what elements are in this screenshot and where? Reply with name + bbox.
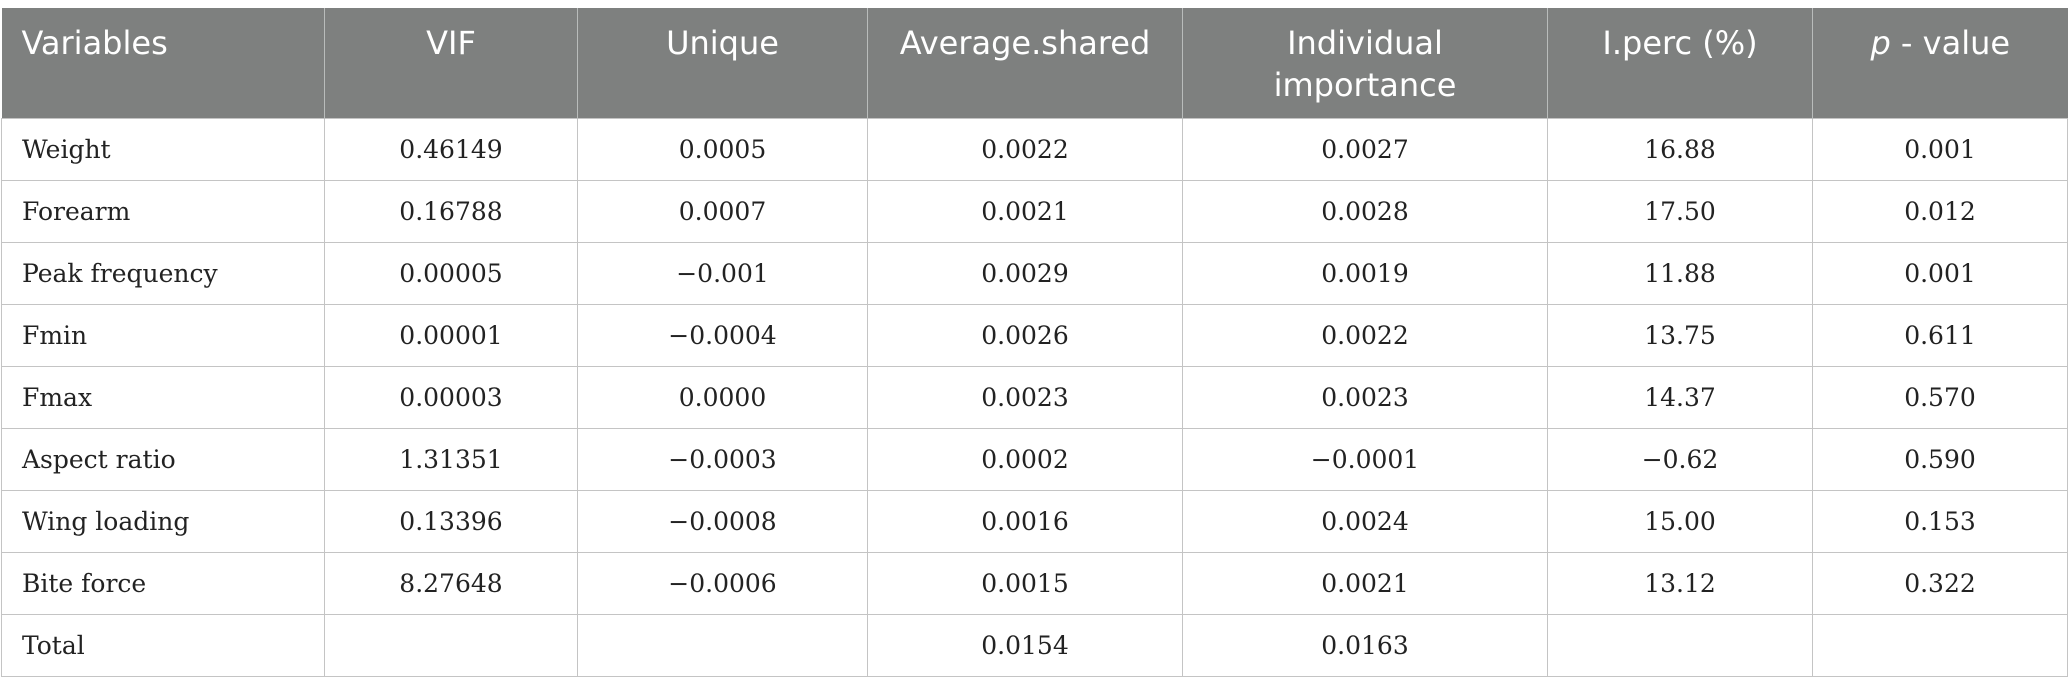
cell-vif: 0.00001	[324, 303, 578, 367]
cell-vif: 0.46149	[324, 117, 578, 181]
table-row-wing-loading: Wing loading 0.13396 −0.0008 0.0016 0.00…	[1, 489, 2068, 553]
cell-average-shared: 0.0029	[867, 241, 1183, 305]
cell-variable: Peak frequency	[1, 241, 325, 305]
variable-importance-table-container: Variables VIF Unique Average.shared Indi…	[1, 8, 2068, 677]
header-row: Variables VIF Unique Average.shared Indi…	[1, 8, 2068, 118]
cell-variable: Wing loading	[1, 489, 325, 553]
cell-unique: 0.0005	[577, 117, 868, 181]
cell-p-value: 0.322	[1812, 551, 2068, 615]
table-row-total: Total 0.0154 0.0163	[1, 613, 2068, 677]
table-header: Variables VIF Unique Average.shared Indi…	[1, 8, 2068, 118]
cell-p-value: 0.590	[1812, 427, 2068, 491]
cell-vif: 0.16788	[324, 179, 578, 243]
cell-unique: 0.0000	[577, 365, 868, 429]
cell-individual-importance: 0.0024	[1182, 489, 1548, 553]
header-p-value-suffix: - value	[1890, 24, 2011, 62]
table-row-fmax: Fmax 0.00003 0.0000 0.0023 0.0023 14.37 …	[1, 365, 2068, 429]
cell-variable: Weight	[1, 117, 325, 181]
header-individual-importance: Individual importance	[1182, 8, 1548, 118]
cell-individual-importance: 0.0022	[1182, 303, 1548, 367]
table-row-peak-frequency: Peak frequency 0.00005 −0.001 0.0029 0.0…	[1, 241, 2068, 305]
header-average-shared: Average.shared	[867, 8, 1183, 118]
cell-p-value: 0.153	[1812, 489, 2068, 553]
cell-average-shared: 0.0026	[867, 303, 1183, 367]
cell-i-perc: −0.62	[1547, 427, 1813, 491]
cell-p-value: 0.001	[1812, 241, 2068, 305]
cell-vif: 8.27648	[324, 551, 578, 615]
cell-i-perc: 14.37	[1547, 365, 1813, 429]
cell-i-perc: 17.50	[1547, 179, 1813, 243]
header-p-value: p - value	[1812, 8, 2068, 118]
header-variables: Variables	[21, 24, 168, 62]
cell-variable: Aspect ratio	[1, 427, 325, 491]
cell-p-value: 0.570	[1812, 365, 2068, 429]
cell-unique: −0.0004	[577, 303, 868, 367]
cell-p-value: 0.001	[1812, 117, 2068, 181]
cell-variable: Fmin	[1, 303, 325, 367]
cell-p-value: 0.012	[1812, 179, 2068, 243]
table-row-weight: Weight 0.46149 0.0005 0.0022 0.0027 16.8…	[1, 117, 2068, 181]
table-row-fmin: Fmin 0.00001 −0.0004 0.0026 0.0022 13.75…	[1, 303, 2068, 367]
cell-average-shared: 0.0154	[867, 613, 1183, 677]
cell-average-shared: 0.0015	[867, 551, 1183, 615]
cell-individual-importance: 0.0027	[1182, 117, 1548, 181]
cell-unique	[577, 613, 868, 677]
cell-p-value	[1812, 613, 2068, 677]
cell-variable: Total	[1, 613, 325, 677]
cell-individual-importance: −0.0001	[1182, 427, 1548, 491]
table-row-bite-force: Bite force 8.27648 −0.0006 0.0015 0.0021…	[1, 551, 2068, 615]
table-body: Weight 0.46149 0.0005 0.0022 0.0027 16.8…	[1, 117, 2068, 677]
cell-average-shared: 0.0022	[867, 117, 1183, 181]
cell-i-perc: 15.00	[1547, 489, 1813, 553]
cell-i-perc: 16.88	[1547, 117, 1813, 181]
cell-i-perc	[1547, 613, 1813, 677]
cell-average-shared: 0.0002	[867, 427, 1183, 491]
cell-individual-importance: 0.0021	[1182, 551, 1548, 615]
header-vif: VIF	[324, 8, 578, 118]
variable-importance-table: Variables VIF Unique Average.shared Indi…	[1, 8, 2068, 677]
cell-vif	[324, 613, 578, 677]
cell-variable: Fmax	[1, 365, 325, 429]
cell-vif: 0.00005	[324, 241, 578, 305]
cell-individual-importance: 0.0019	[1182, 241, 1548, 305]
cell-unique: −0.001	[577, 241, 868, 305]
cell-unique: −0.0008	[577, 489, 868, 553]
cell-unique: −0.0006	[577, 551, 868, 615]
cell-individual-importance: 0.0028	[1182, 179, 1548, 243]
cell-average-shared: 0.0021	[867, 179, 1183, 243]
cell-average-shared: 0.0023	[867, 365, 1183, 429]
header-i-perc: I.perc (%)	[1547, 8, 1813, 118]
cell-average-shared: 0.0016	[867, 489, 1183, 553]
cell-i-perc: 11.88	[1547, 241, 1813, 305]
table-row-aspect-ratio: Aspect ratio 1.31351 −0.0003 0.0002 −0.0…	[1, 427, 2068, 491]
header-p-value-italic: p	[1870, 24, 1891, 62]
cell-variable: Bite force	[1, 551, 325, 615]
cell-vif: 0.00003	[324, 365, 578, 429]
header-unique: Unique	[577, 8, 868, 118]
cell-p-value: 0.611	[1812, 303, 2068, 367]
table-row-forearm: Forearm 0.16788 0.0007 0.0021 0.0028 17.…	[1, 179, 2068, 243]
cell-individual-importance: 0.0163	[1182, 613, 1548, 677]
cell-variable: Forearm	[1, 179, 325, 243]
cell-vif: 0.13396	[324, 489, 578, 553]
cell-unique: 0.0007	[577, 179, 868, 243]
cell-unique: −0.0003	[577, 427, 868, 491]
cell-i-perc: 13.12	[1547, 551, 1813, 615]
cell-vif: 1.31351	[324, 427, 578, 491]
cell-individual-importance: 0.0023	[1182, 365, 1548, 429]
cell-i-perc: 13.75	[1547, 303, 1813, 367]
